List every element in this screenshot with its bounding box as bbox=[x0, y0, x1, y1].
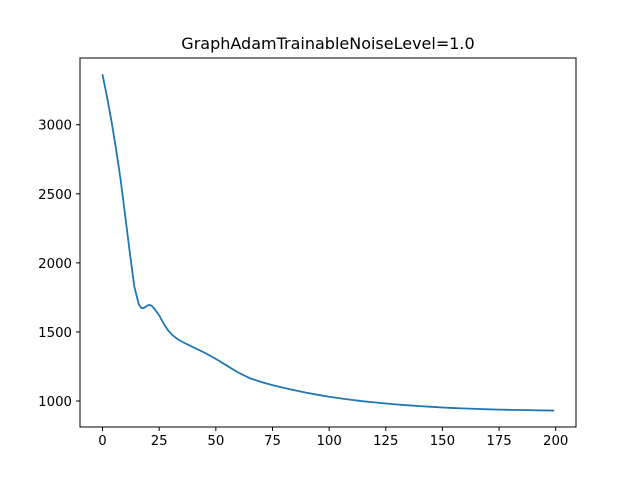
series-line bbox=[101, 74, 555, 412]
y-tick-label: 3000 bbox=[38, 119, 72, 134]
x-tick-label: 0 bbox=[98, 434, 106, 449]
y-tick-label: 1000 bbox=[38, 395, 72, 410]
x-tick-label: 25 bbox=[151, 434, 168, 449]
y-tick-label: 2500 bbox=[38, 188, 72, 203]
y-tick-label: 1500 bbox=[38, 326, 72, 341]
chart-title: GraphAdamTrainableNoiseLevel=1.0 bbox=[181, 34, 474, 53]
y-tick-label: 2000 bbox=[38, 257, 72, 272]
plot-area: 0 25 50 75 100 125 150 175 200 1000 1500 2000 2500 30… bbox=[38, 74, 568, 449]
x-tick-label: 200 bbox=[543, 434, 568, 449]
x-tick-label: 100 bbox=[316, 434, 341, 449]
x-tick-label: 50 bbox=[207, 434, 224, 449]
x-tick-label: 75 bbox=[264, 434, 281, 449]
axes-frame bbox=[79, 57, 577, 428]
x-tick-label: 175 bbox=[486, 434, 511, 449]
x-tick-label: 150 bbox=[430, 434, 455, 449]
x-tick-label: 125 bbox=[373, 434, 398, 449]
